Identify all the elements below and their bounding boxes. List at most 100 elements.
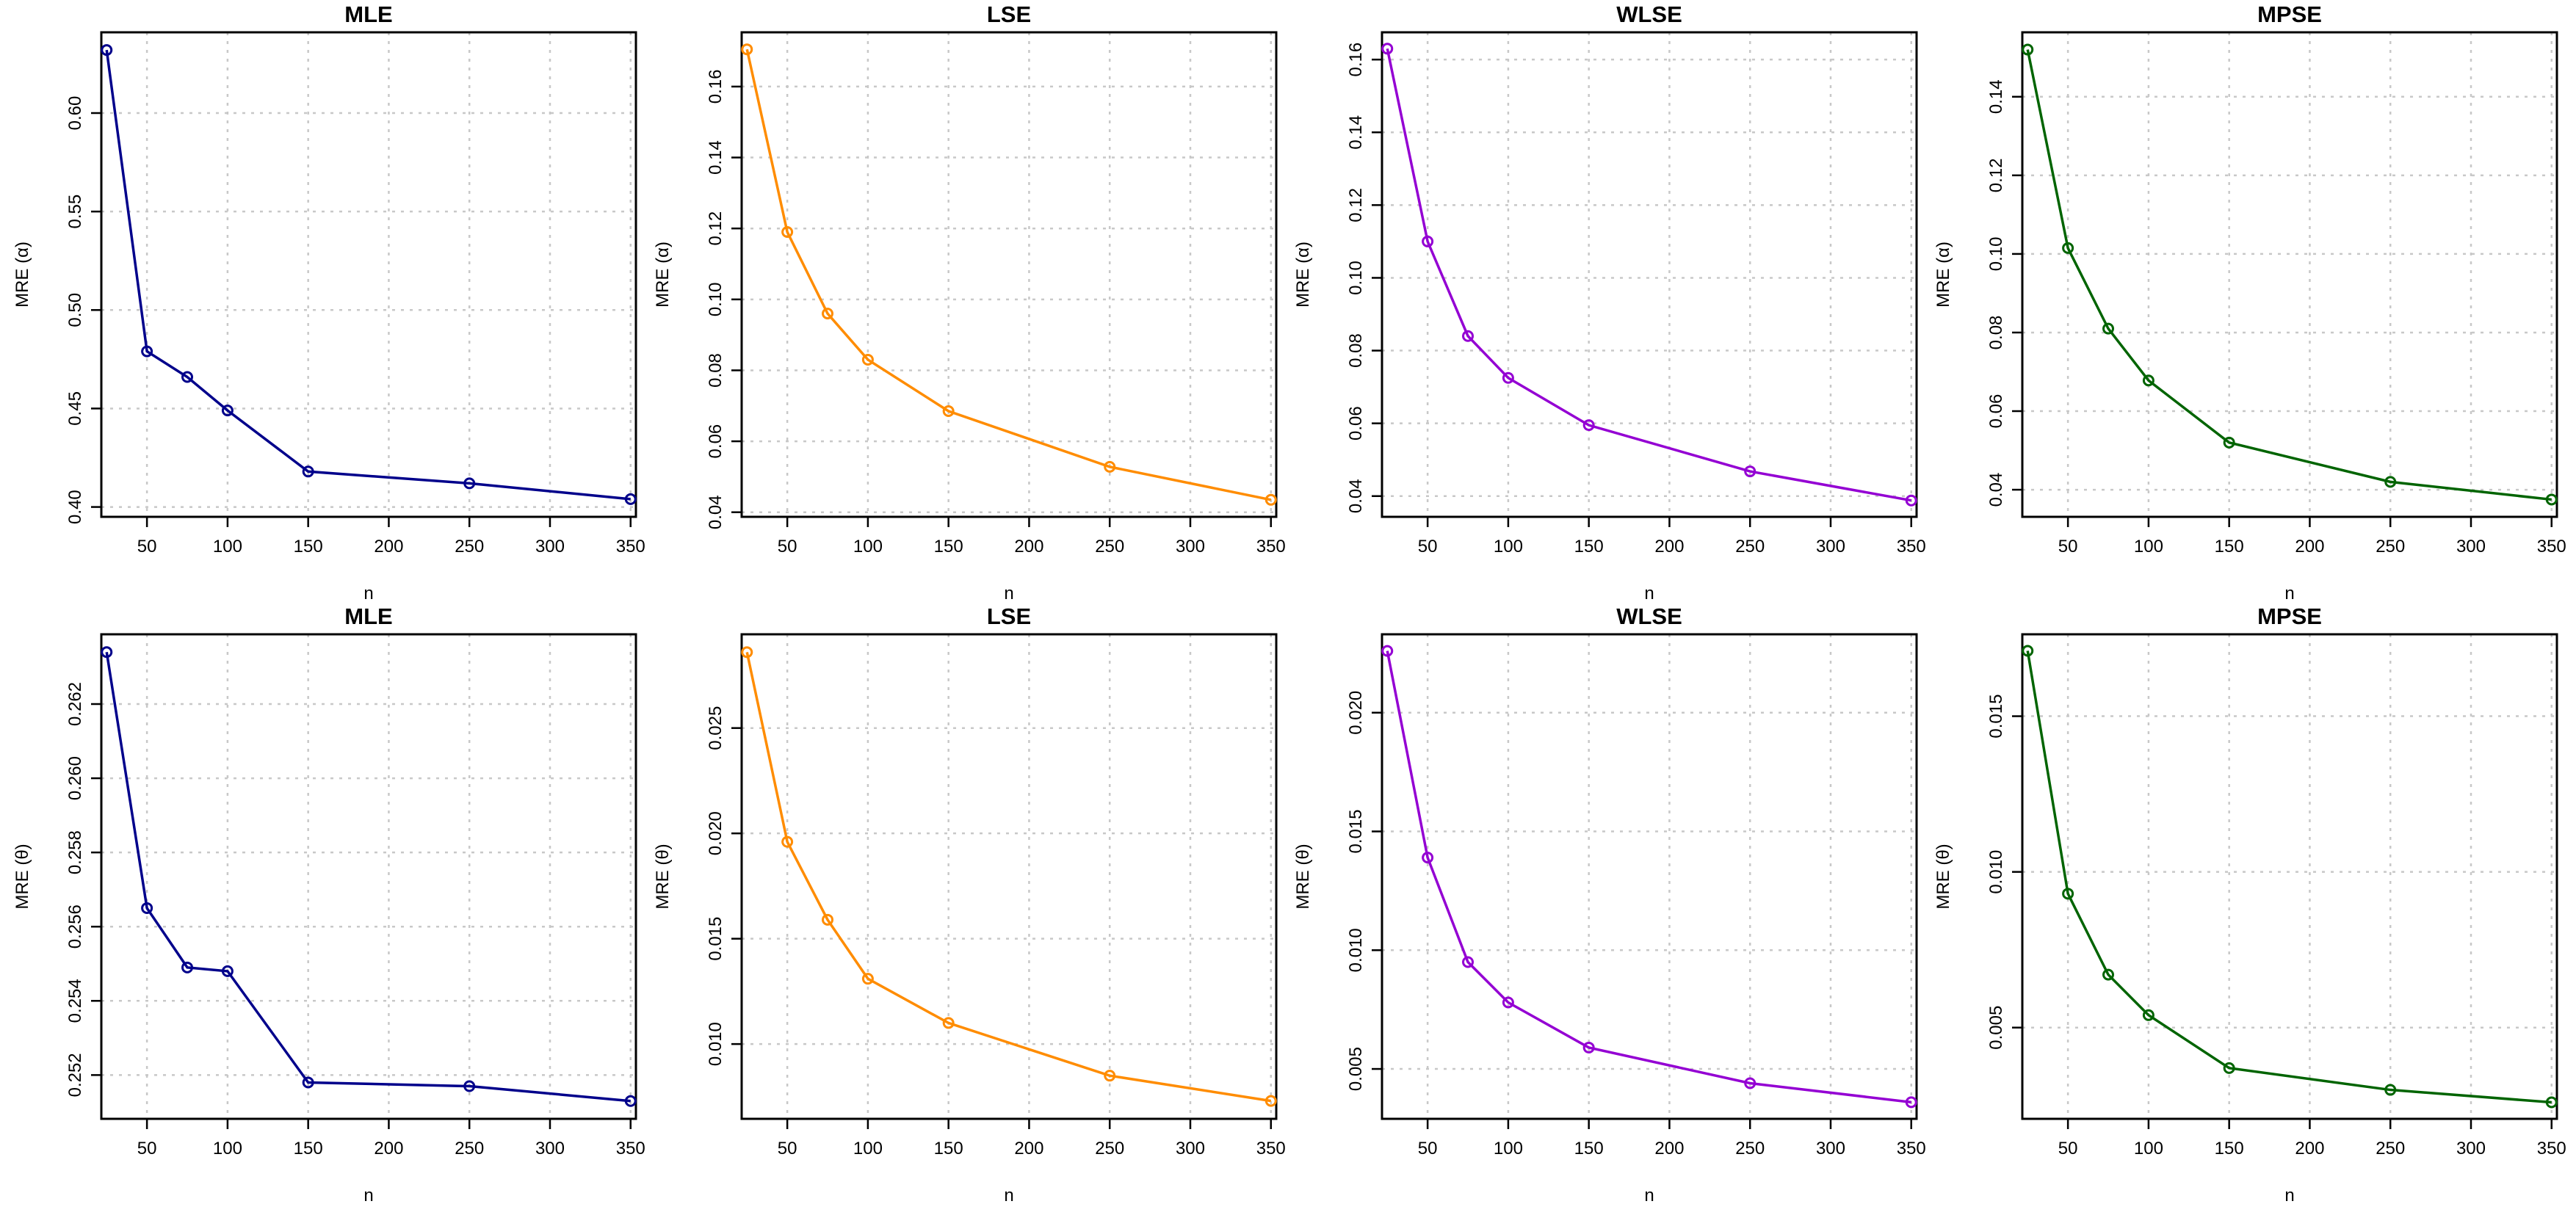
x-tick-label: 50 [1418, 1139, 1438, 1158]
y-axis-label: MRE (α) [1293, 242, 1313, 308]
data-point [101, 646, 113, 659]
x-tick-label: 150 [2215, 1139, 2244, 1158]
y-tick-label: 0.252 [65, 1053, 85, 1097]
x-tick-label: 300 [1816, 1139, 1845, 1158]
data-point [2142, 374, 2154, 387]
plot-frame [100, 633, 637, 1120]
x-axis-label: n [363, 584, 373, 603]
y-tick-label: 0.020 [1346, 691, 1366, 735]
y-axis-label: MRE (θ) [653, 844, 673, 909]
x-tick-label: 200 [2295, 1139, 2324, 1158]
y-tick-label: 0.14 [1986, 79, 2006, 114]
data-point [2102, 968, 2115, 981]
data-point [2062, 888, 2074, 900]
x-tick-label: 100 [1494, 537, 1523, 556]
data-point [1265, 1095, 1277, 1107]
data-point [1582, 419, 1595, 432]
y-tick-label: 0.08 [1346, 333, 1366, 368]
data-point [861, 353, 874, 366]
data-point [463, 477, 476, 490]
data-point [221, 965, 234, 977]
chart-title: MPSE [2257, 603, 2322, 629]
y-tick-label: 0.260 [65, 756, 85, 800]
y-tick-label: 0.06 [1986, 394, 2006, 429]
x-tick-label: 350 [2537, 1139, 2566, 1158]
x-tick-label: 300 [535, 537, 565, 556]
data-point [1422, 852, 1434, 864]
chart-title: WLSE [1616, 1, 1682, 27]
plot-frame [100, 31, 637, 518]
x-tick-label: 350 [1897, 537, 1926, 556]
y-tick-label: 0.12 [1346, 188, 1366, 222]
data-point [141, 345, 153, 358]
y-tick-label: 0.10 [1346, 261, 1366, 295]
y-tick-label: 0.45 [65, 391, 85, 426]
plot-frame [2021, 31, 2558, 518]
x-tick-label: 150 [294, 537, 323, 556]
x-tick-label: 250 [1095, 1139, 1124, 1158]
chart-panel: 50 100 150 200 250 300 350 0.04 0.06 0.08 0.10 0.12… [1293, 1, 1926, 603]
data-point [822, 913, 834, 926]
x-tick-label: 50 [778, 537, 797, 556]
data-point [781, 226, 794, 239]
data-point [1462, 956, 1475, 968]
data-point [221, 405, 234, 417]
x-tick-label: 50 [2058, 537, 2078, 556]
y-tick-label: 0.12 [706, 211, 726, 246]
data-point [302, 1076, 314, 1089]
x-tick-label: 250 [1095, 537, 1124, 556]
data-point [1265, 493, 1277, 506]
x-tick-label: 200 [1654, 537, 1684, 556]
data-point [463, 1080, 476, 1092]
x-tick-label: 300 [1816, 537, 1845, 556]
series-line [1386, 650, 1911, 1104]
y-tick-label: 0.254 [65, 979, 85, 1023]
chart-title: WLSE [1616, 603, 1682, 629]
x-tick-label: 100 [213, 537, 242, 556]
x-tick-label: 300 [2456, 1139, 2486, 1158]
data-point [2545, 493, 2558, 506]
data-point [861, 973, 874, 985]
data-point [1462, 330, 1475, 342]
data-point [2102, 322, 2115, 335]
x-tick-label: 100 [853, 1139, 883, 1158]
y-tick-label: 0.04 [706, 495, 726, 529]
data-point [1104, 1070, 1116, 1082]
data-point [1744, 1077, 1756, 1089]
y-tick-label: 0.06 [1346, 406, 1366, 440]
x-tick-label: 350 [1897, 1139, 1926, 1158]
data-point [2384, 1084, 2397, 1096]
data-point [822, 308, 834, 320]
y-tick-label: 0.16 [1346, 43, 1366, 77]
y-tick-label: 0.10 [706, 282, 726, 316]
x-tick-label: 250 [2376, 1139, 2405, 1158]
data-point [1422, 235, 1434, 247]
data-point [741, 43, 753, 56]
y-axis-label: MRE (θ) [1293, 844, 1313, 909]
x-tick-label: 150 [934, 537, 963, 556]
y-axis-label: MRE (θ) [1933, 844, 1953, 909]
chart-title: MLE [344, 1, 392, 27]
x-tick-label: 300 [1176, 537, 1205, 556]
data-point [141, 902, 153, 914]
y-axis-label: MRE (α) [653, 242, 673, 308]
plot-frame [1381, 633, 1918, 1120]
x-tick-label: 350 [616, 1139, 645, 1158]
y-tick-label: 0.015 [706, 917, 726, 961]
x-tick-label: 150 [2215, 537, 2244, 556]
x-tick-label: 200 [2295, 537, 2324, 556]
data-point [1744, 465, 1756, 478]
series-line [105, 651, 631, 1103]
plot-frame [740, 31, 1278, 518]
x-tick-label: 300 [535, 1139, 565, 1158]
data-point [1582, 1041, 1595, 1053]
chart-panel: 50 100 150 200 250 300 350 0.010 0.015 0.020 0.025… [653, 603, 1286, 1205]
data-point [101, 44, 113, 57]
x-tick-label: 250 [455, 537, 484, 556]
y-tick-label: 0.025 [706, 706, 726, 750]
x-tick-label: 150 [1574, 537, 1604, 556]
y-tick-label: 0.010 [1346, 928, 1366, 972]
series-line [105, 49, 631, 501]
chart-title: MLE [344, 603, 392, 629]
